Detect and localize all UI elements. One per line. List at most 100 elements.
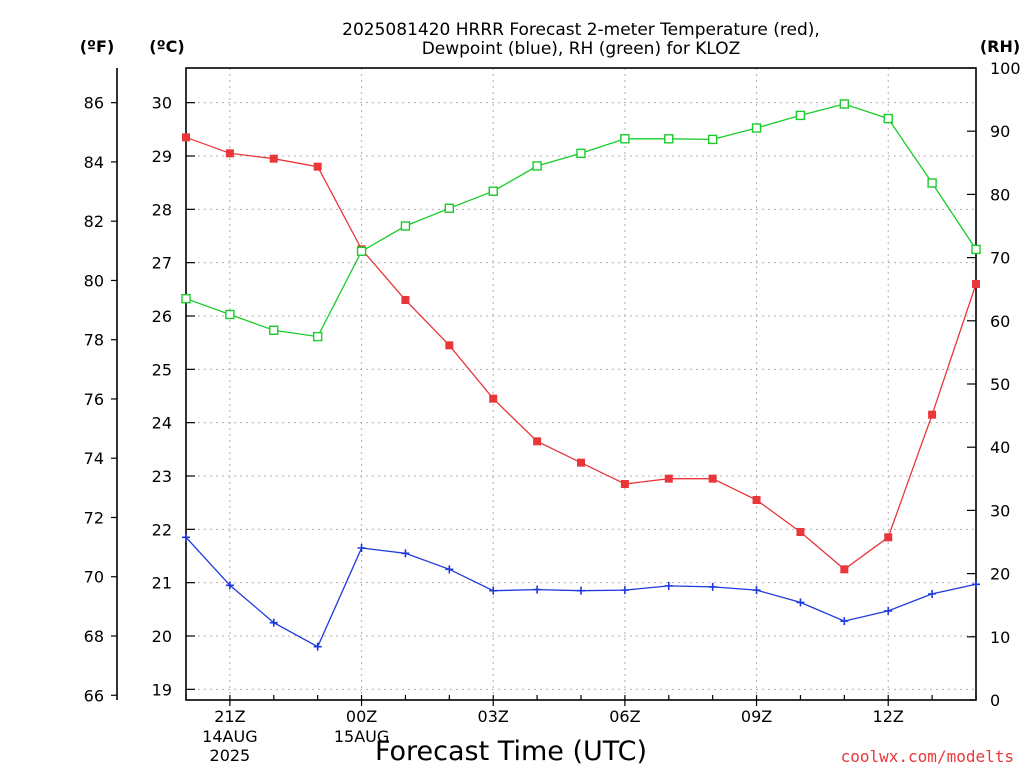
- celsius-tick-label-26: 26: [152, 307, 172, 326]
- rh-point-1: [225, 309, 235, 320]
- rh-point-14: [795, 110, 806, 121]
- chart-title-line1: 2025081420 HRRR Forecast 2-meter Tempera…: [342, 20, 820, 40]
- temperature-point-3: [313, 162, 322, 171]
- celsius-tick-label-22: 22: [152, 520, 172, 539]
- rh-unit-label: (RH): [980, 37, 1020, 56]
- celsius-tick-label-23: 23: [152, 467, 172, 486]
- rh-point-8: [532, 161, 542, 171]
- celsius-tick-label-19: 19: [152, 680, 172, 699]
- x-tick-label-21Z: 21Z: [214, 707, 245, 726]
- fahrenheit-tick-label-66: 66: [84, 686, 104, 705]
- celsius-tick-label-25: 25: [152, 360, 172, 379]
- rh-point-10: [620, 134, 630, 144]
- dewpoint-point-0: [182, 533, 190, 542]
- dewpoint-point-18: [972, 580, 980, 589]
- fahrenheit-tick-label-74: 74: [84, 449, 104, 468]
- x-tick-sublabel-00Z: 15AUG: [334, 727, 389, 746]
- rh-tick-label-80: 80: [990, 185, 1010, 204]
- temperature-point-13: [752, 496, 761, 504]
- rh-point-17: [927, 178, 937, 188]
- dewpoint-point-10: [620, 586, 629, 595]
- rh-tick-label-90: 90: [990, 122, 1010, 141]
- fahrenheit-tick-label-84: 84: [84, 153, 104, 172]
- fahrenheit-tick-label-82: 82: [84, 212, 104, 231]
- x-tick-year-21Z: 2025: [210, 746, 251, 765]
- celsius-tick-label-24: 24: [152, 414, 172, 433]
- temperature-point-8: [533, 437, 542, 446]
- fahrenheit-tick-label-68: 68: [84, 627, 104, 646]
- axis-ticks: 19 20 21 22 23 24 25 26 27 28 29 30 66 68 70 72 74 76 78 80…: [84, 59, 1021, 765]
- x-tick-sublabel-21Z: 14AUG: [202, 727, 257, 746]
- celsius-tick-label-27: 27: [152, 254, 172, 273]
- dewpoint-point-4: [357, 544, 366, 552]
- dewpoint-point-15: [840, 617, 849, 626]
- dewpoint-point-5: [401, 549, 410, 558]
- fahrenheit-unit-label: (ºF): [80, 37, 115, 56]
- rh-tick-label-30: 30: [990, 501, 1010, 520]
- temperature-point-11: [664, 474, 673, 483]
- rh-point-18: [971, 244, 981, 255]
- temperature-point-14: [796, 528, 805, 536]
- fahrenheit-tick-label-80: 80: [84, 271, 104, 290]
- rh-tick-label-0: 0: [990, 691, 1000, 710]
- dewpoint-point-14: [796, 598, 805, 607]
- temperature-point-2: [269, 154, 278, 163]
- fahrenheit-tick-label-70: 70: [84, 568, 104, 587]
- grid-lines: [186, 68, 976, 700]
- temperature-line: [185, 136, 977, 571]
- x-tick-label-03Z: 03Z: [478, 707, 509, 726]
- fahrenheit-tick-label-72: 72: [84, 508, 104, 527]
- dewpoint-point-6: [445, 565, 454, 574]
- temperature-point-0: [182, 133, 190, 142]
- dewpoint-point-9: [577, 586, 585, 595]
- temperature-point-15: [840, 565, 849, 574]
- rh-point-9: [576, 148, 586, 159]
- dewpoint-point-1: [225, 581, 234, 590]
- rh-point-15: [839, 99, 850, 109]
- x-tick-label-00Z: 00Z: [346, 707, 377, 726]
- fahrenheit-tick-label-76: 76: [84, 390, 104, 409]
- dewpoint-point-3: [313, 642, 322, 651]
- temperature-point-1: [225, 149, 234, 158]
- rh-tick-label-20: 20: [990, 565, 1010, 584]
- dewpoint-point-7: [489, 586, 498, 595]
- x-tick-label-06Z: 06Z: [609, 707, 640, 726]
- rh-tick-label-100: 100: [990, 59, 1021, 78]
- rh-tick-label-70: 70: [990, 249, 1010, 268]
- dewpoint-point-11: [664, 581, 673, 590]
- rh-tick-label-40: 40: [990, 438, 1010, 457]
- plot-area-frame: [185, 67, 977, 701]
- temperature-point-10: [620, 480, 629, 488]
- rh-point-0: [181, 293, 191, 304]
- temperature-point-17: [928, 410, 937, 419]
- fahrenheit-tick-label-78: 78: [84, 331, 104, 350]
- rh-point-3: [312, 331, 323, 342]
- dewpoint-point-2: [269, 618, 278, 627]
- x-axis-title: Forecast Time (UTC): [375, 736, 647, 767]
- rh-point-4: [356, 246, 367, 256]
- rh-point-7: [488, 186, 498, 196]
- celsius-tick-label-29: 29: [152, 147, 172, 166]
- rh-point-6: [444, 203, 455, 214]
- celsius-tick-label-21: 21: [152, 574, 172, 593]
- rh-point-16: [883, 113, 893, 124]
- temperature-point-12: [708, 474, 717, 483]
- temperature-point-5: [401, 296, 410, 304]
- temperature-point-7: [489, 394, 498, 403]
- rh-point-13: [751, 123, 762, 133]
- dewpoint-point-12: [708, 582, 717, 591]
- temperature-point-6: [445, 341, 454, 350]
- temperature-point-16: [884, 533, 893, 542]
- x-tick-label-09Z: 09Z: [741, 707, 772, 726]
- celsius-tick-label-30: 30: [152, 94, 172, 113]
- rh-point-5: [400, 221, 411, 231]
- dewpoint-point-8: [533, 585, 542, 594]
- rh-tick-label-50: 50: [990, 375, 1010, 394]
- rh-tick-label-60: 60: [990, 312, 1010, 331]
- fahrenheit-tick-label-86: 86: [84, 94, 104, 113]
- credit-text: coolwx.com/modelts: [841, 747, 1014, 766]
- dewpoint-point-13: [752, 586, 761, 595]
- x-tick-label-12Z: 12Z: [873, 707, 904, 726]
- celsius-tick-label-28: 28: [152, 200, 172, 219]
- rh-point-12: [707, 134, 718, 145]
